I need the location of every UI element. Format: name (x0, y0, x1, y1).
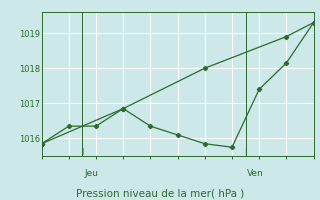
Text: Ven: Ven (247, 169, 264, 178)
Text: Jeu: Jeu (84, 169, 98, 178)
Text: |: | (244, 148, 247, 155)
Text: |: | (81, 148, 84, 155)
Text: Pression niveau de la mer( hPa ): Pression niveau de la mer( hPa ) (76, 188, 244, 198)
